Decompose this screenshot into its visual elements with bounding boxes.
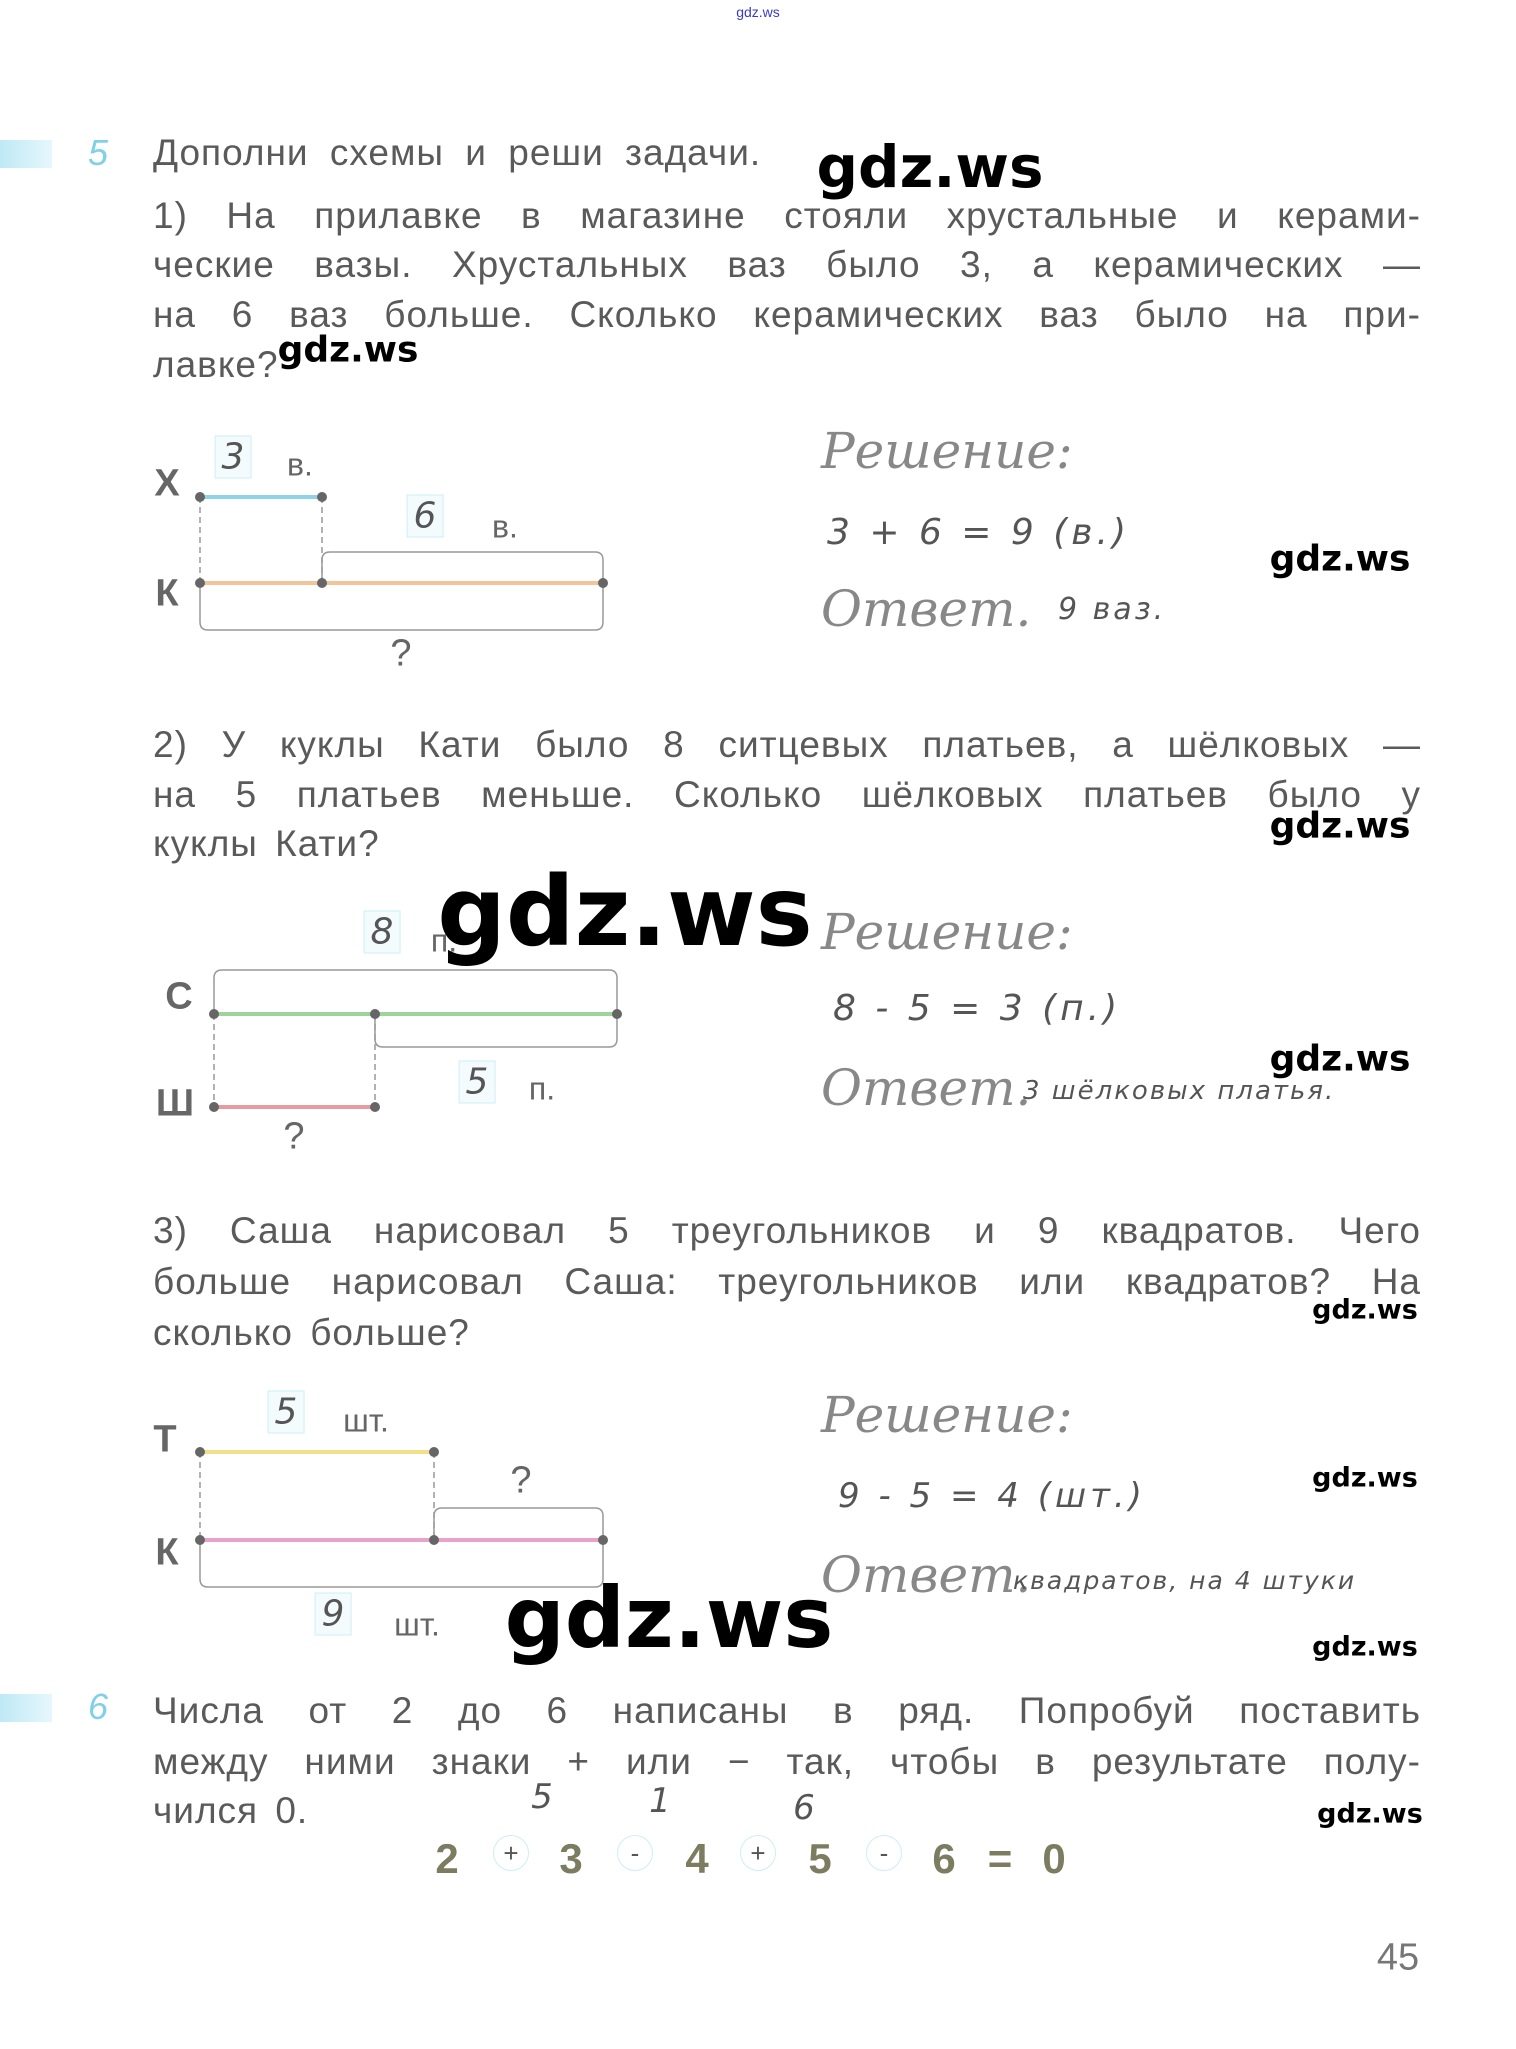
problem-text: сколько больше? — [153, 1312, 470, 1353]
unit-label: п. — [430, 922, 458, 959]
problem-text: куклы Кати? — [153, 823, 380, 864]
solution-label: Решение: — [821, 1386, 1073, 1444]
equation-number: 3 — [559, 1835, 583, 1882]
problem-text: 3) Саша нарисовал 5 треугольников и 9 кв… — [153, 1210, 1421, 1251]
problem-text: лавке? — [153, 344, 279, 385]
watermark: gdz.ws — [437, 856, 813, 968]
sign-circle[interactable]: + — [493, 1835, 529, 1871]
segment-label: К — [155, 572, 179, 615]
task-marker — [0, 1694, 52, 1722]
watermark: gdz.ws — [1312, 1462, 1418, 1494]
problem-text: между ними знаки + или − так, чтобы в ре… — [153, 1741, 1421, 1782]
question-mark: ? — [510, 1459, 532, 1502]
problem-text: чился 0. — [153, 1790, 309, 1831]
unit-label: в. — [287, 446, 313, 483]
watermark: gdz.ws — [504, 1569, 834, 1667]
value-box: 6 — [406, 494, 444, 538]
unit-label: шт. — [394, 1606, 440, 1643]
answer: квадратов, на 4 штуки — [1013, 1566, 1357, 1595]
top-watermark: gdz.ws — [736, 4, 780, 20]
answer-label: Ответ. — [821, 1546, 1032, 1604]
equation-number: 6 — [932, 1835, 956, 1882]
problem-text: больше нарисовал Саша: треугольников или… — [153, 1261, 1421, 1302]
answer: 3 шёлковых платья. — [1023, 1076, 1336, 1106]
page-number: 45 — [1376, 1936, 1420, 1979]
task-number: 6 — [88, 1686, 109, 1727]
value-box: 5 — [458, 1060, 496, 1104]
problem-text: на 5 платьев меньше. Сколько шёлковых пл… — [153, 774, 1421, 815]
note: 6 — [793, 1788, 815, 1828]
watermark: gdz.ws — [1269, 805, 1411, 847]
note: 5 — [531, 1777, 553, 1817]
watermark: gdz.ws — [1269, 538, 1411, 580]
task-number: 5 — [88, 132, 109, 173]
problem-text: ческие вазы. Хрустальных ваз было 3, а к… — [153, 244, 1421, 285]
value-box: 8 — [363, 910, 401, 954]
equation-number: 2 — [435, 1835, 459, 1882]
watermark: gdz.ws — [1312, 1631, 1418, 1663]
solution-label: Решение: — [821, 422, 1073, 480]
solution-label: Решение: — [821, 903, 1073, 961]
watermark: gdz.ws — [816, 133, 1044, 201]
question-mark: ? — [283, 1115, 305, 1158]
sign-circle[interactable]: - — [617, 1835, 653, 1871]
equation-number: 5 — [808, 1835, 832, 1882]
value-box: 3 — [214, 435, 252, 479]
note: 1 — [649, 1781, 671, 1821]
segment-label: Ш — [155, 1082, 195, 1125]
segment-label: Т — [153, 1418, 177, 1461]
watermark: gdz.ws — [1317, 1798, 1423, 1830]
watermark: gdz.ws — [1312, 1294, 1418, 1326]
task-title: Дополни схемы и реши задачи. — [153, 132, 762, 173]
answer-label: Ответ. — [821, 580, 1032, 638]
watermark: gdz.ws — [1269, 1038, 1411, 1080]
segment-label: Х — [154, 462, 180, 505]
equation-result: 0 — [1042, 1835, 1066, 1882]
solution: 8 - 5 = 3 (п.) — [833, 988, 1122, 1029]
segment-label: С — [165, 975, 193, 1018]
answer: 9 ваз. — [1058, 592, 1167, 627]
segment-label: К — [155, 1531, 179, 1574]
problem-text: на 6 ваз больше. Сколько керамических ва… — [153, 294, 1421, 335]
unit-label: п. — [528, 1070, 556, 1107]
sign-circle[interactable]: + — [740, 1835, 776, 1871]
value-box: 9 — [314, 1592, 352, 1636]
answer-label: Ответ. — [821, 1059, 1032, 1117]
unit-label: в. — [492, 508, 518, 545]
equation-number: 4 — [685, 1835, 709, 1882]
question-mark: ? — [390, 632, 412, 675]
value-box: 5 — [267, 1390, 305, 1434]
problem-text: Числа от 2 до 6 написаны в ряд. Попробуй… — [153, 1690, 1421, 1731]
unit-label: шт. — [343, 1402, 389, 1439]
watermark: gdz.ws — [277, 329, 419, 371]
task-marker — [0, 140, 52, 168]
equals-sign: = — [987, 1835, 1013, 1882]
problem-text: 1) На прилавке в магазине стояли хрустал… — [153, 195, 1421, 236]
solution: 3 + 6 = 9 (в.) — [827, 512, 1131, 553]
sign-circle[interactable]: - — [866, 1835, 902, 1871]
solution: 9 - 5 = 4 (шт.) — [838, 1476, 1146, 1516]
problem-text: 2) У куклы Кати было 8 ситцевых платьев,… — [153, 724, 1421, 765]
